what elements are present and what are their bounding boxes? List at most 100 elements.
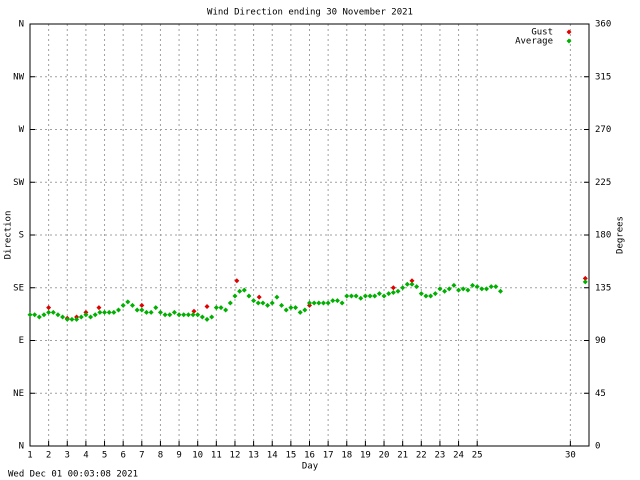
- point: [260, 300, 266, 306]
- x-tick-label: 7: [139, 451, 144, 461]
- point: [456, 287, 462, 293]
- point: [488, 284, 494, 290]
- x-tick-label: 16: [304, 451, 315, 461]
- point: [176, 312, 182, 318]
- x-tick-label: 19: [360, 451, 371, 461]
- point: [97, 309, 103, 315]
- y-tick-label: SE: [13, 283, 24, 293]
- point: [446, 286, 452, 292]
- point: [181, 312, 187, 318]
- point: [46, 309, 52, 315]
- x-tick-label: 4: [83, 451, 88, 461]
- x-tick-label: 1: [27, 451, 32, 461]
- legend-label: Gust: [531, 28, 553, 38]
- point: [46, 305, 52, 311]
- point: [27, 312, 33, 318]
- y-tick-label: SW: [13, 178, 24, 188]
- point: [32, 312, 38, 318]
- point: [96, 305, 102, 311]
- point: [390, 285, 396, 291]
- point: [218, 305, 224, 311]
- point: [157, 309, 163, 315]
- point: [418, 291, 424, 297]
- legend-marker: [566, 29, 572, 35]
- point: [139, 302, 145, 308]
- point: [362, 293, 368, 299]
- point: [437, 286, 443, 292]
- point: [195, 312, 201, 318]
- point: [241, 287, 247, 293]
- x-tick-label: 12: [230, 451, 241, 461]
- point: [167, 312, 173, 318]
- point: [190, 312, 196, 318]
- point: [204, 316, 210, 322]
- y2-tick-label: 90: [595, 336, 606, 346]
- point: [232, 293, 238, 299]
- point: [88, 314, 94, 320]
- x-tick-label: 23: [435, 451, 446, 461]
- x-tick-label: 10: [192, 451, 203, 461]
- point: [297, 309, 303, 315]
- plot-frame: [29, 23, 590, 447]
- point: [269, 300, 275, 306]
- x-tick-label: 13: [248, 451, 259, 461]
- point: [120, 302, 126, 308]
- x-tick-label: 2: [46, 451, 51, 461]
- point: [423, 293, 429, 299]
- point: [293, 305, 299, 311]
- point: [111, 309, 117, 315]
- x-tick-label: 17: [323, 451, 334, 461]
- point: [451, 282, 457, 288]
- point: [78, 314, 84, 320]
- x-tick-label: 15: [285, 451, 296, 461]
- x-tick-label: 25: [472, 451, 483, 461]
- footer: Wed Dec 01 00:03:08 2021: [8, 470, 138, 480]
- point: [153, 305, 159, 311]
- x-tick-label: 8: [158, 451, 163, 461]
- x-tick-label: 18: [341, 451, 352, 461]
- x-tick-label: 9: [176, 451, 181, 461]
- point: [409, 281, 415, 287]
- point: [185, 312, 191, 318]
- y2-tick-label: 360: [595, 20, 611, 30]
- point: [325, 300, 331, 306]
- point: [139, 307, 145, 313]
- y2-tick-label: 225: [595, 178, 611, 188]
- point: [279, 302, 285, 308]
- x-tick-label: 5: [102, 451, 107, 461]
- point: [470, 282, 476, 288]
- point: [372, 293, 378, 299]
- point: [129, 302, 135, 308]
- point: [334, 298, 340, 304]
- point: [283, 307, 289, 313]
- x-tick-label: 20: [379, 451, 390, 461]
- point: [493, 284, 499, 290]
- point: [582, 279, 588, 285]
- point: [41, 312, 47, 318]
- point: [414, 284, 420, 290]
- point: [376, 291, 382, 297]
- y-tick-label: W: [19, 125, 25, 135]
- point: [474, 284, 480, 290]
- point: [92, 312, 98, 318]
- point: [311, 300, 317, 306]
- legend-marker: [566, 38, 572, 44]
- point: [395, 288, 401, 294]
- point: [330, 298, 336, 304]
- point: [234, 278, 240, 284]
- point: [125, 299, 131, 305]
- point: [320, 300, 326, 306]
- y2-tick-label: 180: [595, 231, 611, 241]
- point: [209, 314, 215, 320]
- y2-tick-label: 45: [595, 389, 606, 399]
- x-tick-label: 21: [397, 451, 408, 461]
- point: [442, 288, 448, 294]
- point: [255, 300, 261, 306]
- point: [55, 312, 61, 318]
- point: [171, 309, 177, 315]
- point: [204, 304, 210, 310]
- point: [162, 312, 168, 318]
- point: [307, 300, 312, 306]
- point: [400, 285, 406, 291]
